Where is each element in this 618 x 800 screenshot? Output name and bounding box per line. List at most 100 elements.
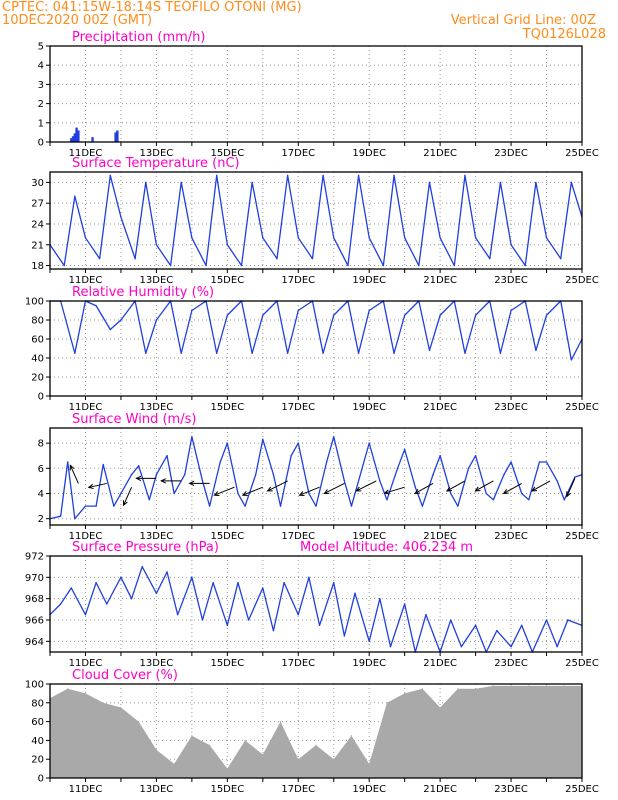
wind-frame	[49, 427, 583, 526]
pressure-ytick-label: 968	[25, 594, 44, 605]
humidity-point	[286, 352, 289, 354]
cloud-ytick-label: 20	[31, 755, 44, 766]
temp-point	[134, 257, 136, 260]
wind-vector	[475, 480, 494, 492]
wind-point	[102, 463, 104, 466]
precip-bar	[75, 127, 78, 142]
precip-xtick-label: 15DEC	[210, 148, 244, 159]
pressure-point	[262, 587, 264, 589]
pressure-point	[59, 603, 62, 605]
humidity-xtick-label: 21DEC	[423, 402, 457, 413]
wind-point	[450, 492, 452, 495]
wind-vector-head	[188, 480, 195, 487]
temp-point	[418, 264, 420, 267]
humidity-xtick-label: 15DEC	[210, 402, 244, 413]
wind-point	[545, 461, 548, 463]
humidity-point	[215, 352, 218, 354]
pressure-point	[141, 565, 143, 568]
wind-point	[173, 492, 175, 495]
wind-point	[396, 467, 399, 470]
pressure-point	[237, 581, 239, 584]
wind-point	[290, 455, 292, 457]
temp-point	[393, 174, 395, 177]
cloud-area	[50, 685, 582, 778]
temp-xtick-label: 23DEC	[494, 275, 528, 286]
pressure-point	[70, 587, 72, 589]
wind-vector	[123, 487, 133, 506]
humidity-point	[109, 328, 111, 331]
wind-vector	[446, 480, 466, 492]
wind-vector-head	[69, 464, 75, 471]
wind-vector	[69, 465, 79, 484]
wind-point	[201, 480, 204, 482]
cloud-point	[244, 739, 246, 742]
header-date: 10DEC2020 00Z (GMT)	[2, 13, 152, 28]
wind-point	[379, 480, 381, 482]
wind-xtick-label: 11DEC	[69, 531, 103, 542]
wind-point	[262, 438, 264, 441]
humidity-xtick-label: 25DEC	[565, 402, 599, 413]
pressure-ytick-label: 970	[25, 573, 44, 584]
temp-point	[240, 264, 243, 267]
humidity-point	[545, 314, 548, 316]
humidity-point	[570, 359, 573, 361]
cloud-xtick-label: 23DEC	[494, 784, 528, 795]
temp-point	[63, 264, 65, 267]
temp-point	[570, 181, 573, 184]
pressure-point	[425, 613, 427, 616]
wind-vector	[356, 480, 377, 492]
precip-title: Precipitation (mm/h)	[72, 30, 205, 45]
cloud-point	[297, 758, 299, 760]
precip-panel: 0 1 2 3 4 5 11DEC 13DEC 15DEC 17DEC 19DEC 21DEC 23DE…	[38, 42, 599, 160]
pressure-point	[283, 581, 285, 584]
humidity-ytick-label: 0	[38, 392, 44, 403]
temp-point	[322, 174, 324, 177]
precip-ytick-label: 3	[38, 80, 44, 91]
humidity-point	[322, 352, 324, 354]
wind-vector-head	[445, 486, 452, 492]
wind-point	[333, 436, 335, 438]
wind-point	[467, 467, 470, 470]
temp-point	[297, 237, 299, 239]
cloud-xtick-label: 11DEC	[69, 784, 103, 795]
wind-point	[574, 476, 576, 478]
pressure-point	[354, 592, 356, 595]
cloud-point	[439, 706, 441, 709]
wind-point	[492, 499, 495, 501]
temp-point	[357, 174, 360, 177]
cloud-point	[138, 721, 140, 723]
temp-point	[428, 181, 431, 184]
temp-xtick-label: 19DEC	[352, 275, 386, 286]
humidity-ytick-label: 100	[25, 297, 44, 308]
cloud-point	[475, 688, 477, 690]
precip-ytick-label: 4	[38, 61, 44, 72]
temp-point	[180, 181, 182, 184]
temp-xtick-label: 17DEC	[281, 275, 315, 286]
wind-vector	[414, 482, 434, 494]
temp-xtick-label: 25DEC	[565, 275, 599, 286]
temp-point	[109, 174, 111, 177]
humidity-point	[191, 309, 193, 312]
pressure-xtick-label: 25DEC	[565, 658, 599, 669]
wind-xtick-label: 25DEC	[565, 531, 599, 542]
cloud-point	[84, 692, 87, 695]
pressure-point	[368, 640, 370, 643]
wind-point	[315, 505, 317, 507]
cloud-point	[563, 685, 565, 687]
wind-point	[308, 492, 310, 495]
precip-bar	[116, 130, 119, 142]
pressure-xtick-label: 17DEC	[281, 658, 315, 669]
temp-point	[276, 257, 278, 260]
precip-bar	[77, 130, 80, 142]
wind-point	[184, 473, 186, 476]
humidity-point	[120, 319, 122, 321]
humidity-point	[251, 352, 253, 354]
pressure-point	[166, 571, 168, 573]
wind-xtick-label: 17DEC	[281, 531, 315, 542]
wind-point	[130, 473, 133, 476]
wind-ytick-label: 8	[38, 439, 44, 450]
cloud-point	[421, 688, 423, 690]
temp-ytick-label: 21	[31, 240, 44, 251]
pressure-xtick-label: 23DEC	[494, 658, 528, 669]
wind-point	[563, 499, 565, 501]
